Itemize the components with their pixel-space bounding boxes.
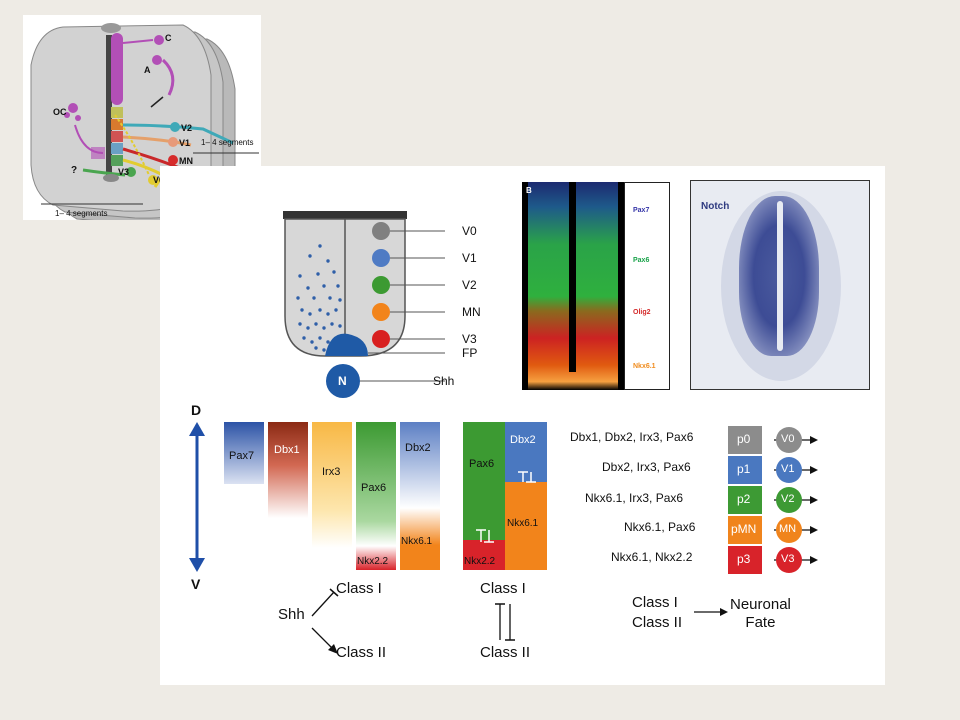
notch-label: Notch (701, 201, 730, 212)
logic-shh: Shh (278, 606, 305, 623)
notochord-label: N (338, 374, 347, 388)
neural-tube-schematic (283, 211, 445, 398)
cross-repression-arrows (495, 603, 515, 641)
neuron-v2-label: V2 (781, 493, 795, 505)
neuron-v3-label: V3 (781, 553, 795, 565)
bar-dbx1-label: Dbx1 (274, 444, 300, 456)
label-question: ? (71, 165, 78, 176)
logic-class2: Class II (336, 644, 387, 661)
code-row-0-genes: Dbx1, Dbx2, Irx3, Pax6 (570, 430, 694, 444)
bar-nkx22: Nkx2.2 (356, 546, 396, 570)
progenitor-pmn: pMN (728, 516, 762, 544)
label-oc: OC (53, 107, 67, 117)
neuron-v1: V1 (776, 457, 802, 483)
axis-dorsal-label: D (191, 402, 202, 418)
summary-dbx2-label: Dbx2 (510, 434, 536, 446)
bar-pax7: Pax7 (224, 422, 264, 484)
summary-pax6-label: Pax6 (469, 458, 495, 470)
legend-nkx61: Nkx6.1 (633, 363, 656, 370)
domain-label-v2: V2 (462, 278, 477, 292)
bar-dbx2: Dbx2 (400, 422, 440, 508)
bar-pax6: Pax6 (356, 422, 396, 546)
notch-in-situ-image: Notch (690, 180, 870, 390)
neuron-v3: V3 (776, 547, 802, 573)
neuron-v1-label: V1 (781, 463, 795, 475)
fate-arrow (694, 608, 728, 616)
progenitor-p1-label: p1 (737, 462, 751, 476)
dorsoventral-arrow (189, 422, 205, 572)
neuron-v0: V0 (776, 427, 802, 453)
label-v0: V0 (153, 175, 165, 185)
progenitor-p1: p1 (728, 456, 762, 484)
label-v2: V2 (181, 123, 193, 133)
bar-pax7-label: Pax7 (229, 450, 255, 462)
fate-class1: Class I (632, 594, 678, 611)
shh-signal-label: Shh (433, 374, 455, 388)
label-mn: MN (179, 156, 193, 166)
neuron-v2: V2 (776, 487, 802, 513)
logic-class1: Class I (336, 580, 382, 597)
progenitor-p0: p0 (728, 426, 762, 454)
floor-plate (325, 333, 368, 356)
bar-irx3: Irx3 (312, 422, 352, 548)
progenitor-p2: p2 (728, 486, 762, 514)
bar-nkx61-label: Nkx6.1 (401, 536, 433, 547)
legend-olig2: Olig2 (633, 309, 651, 316)
summary-nkx22-label: Nkx2.2 (464, 556, 496, 567)
fluorescence-legend: Pax7 Pax6 Olig2 Nkx6.1 (624, 182, 670, 390)
neuronal-fate-label: Neuronal Fate (730, 596, 791, 631)
summary-nkx61: Nkx6.1 (505, 482, 547, 570)
bar-dbx2-label: Dbx2 (405, 442, 431, 454)
code-row-3-genes: Nkx6.1, Pax6 (624, 520, 696, 534)
progenitor-p3-label: p3 (737, 552, 751, 566)
bar-nkx61: Nkx6.1 (400, 508, 440, 570)
label-a: A (144, 65, 151, 75)
cross-class1: Class I (480, 580, 526, 597)
cross-class2: Class II (480, 644, 531, 661)
domain-label-v0: V0 (462, 224, 477, 238)
code-row-2-genes: Nkx6.1, Irx3, Pax6 (585, 491, 684, 505)
code-row-1-genes: Dbx2, Irx3, Pax6 (602, 460, 691, 474)
domain-label-mn: MN (462, 305, 481, 319)
label-c: C (165, 33, 172, 43)
label-v1: V1 (179, 138, 191, 148)
summary-pax6: Pax6 (463, 422, 505, 540)
summary-nkx61-label: Nkx6.1 (507, 518, 539, 529)
fate-class2: Class II (632, 614, 683, 631)
domain-label-fp: FP (462, 346, 478, 360)
neuron-mn-label: MN (779, 523, 797, 535)
shh-arrows (311, 588, 339, 654)
progenitor-p2-label: p2 (737, 492, 751, 506)
bar-dbx1: Dbx1 (268, 422, 308, 518)
domain-label-v3: V3 (462, 332, 477, 346)
fluorescence-micrograph: B (522, 182, 624, 390)
panel-letter-b: B (526, 186, 532, 195)
bar-pax6-label: Pax6 (361, 482, 387, 494)
progenitor-pmn-label: pMN (731, 522, 757, 536)
label-segments-bottom: 1– 4 segments (55, 209, 108, 218)
progenitor-p3: p3 (728, 546, 762, 574)
neuron-mn: MN (776, 517, 802, 543)
progenitor-p0-label: p0 (737, 432, 751, 446)
repression-marks (476, 471, 536, 543)
label-segments-right: 1– 4 segments (201, 138, 254, 147)
bar-irx3-label: Irx3 (322, 466, 341, 478)
domain-label-v1: V1 (462, 251, 477, 265)
main-figure-panel: V0 V1 V2 MN V3 FP N Shh B Pax7 Pax6 Olig… (160, 166, 885, 685)
bar-nkx22-label: Nkx2.2 (357, 556, 389, 567)
legend-pax7: Pax7 (633, 207, 650, 214)
label-v3: V3 (118, 167, 130, 177)
axis-ventral-label: V (191, 576, 201, 592)
summary-nkx22: Nkx2.2 (463, 540, 505, 570)
neuron-v0-label: V0 (781, 433, 795, 445)
code-row-4-genes: Nkx6.1, Nkx2.2 (611, 550, 693, 564)
legend-pax6: Pax6 (633, 257, 650, 264)
